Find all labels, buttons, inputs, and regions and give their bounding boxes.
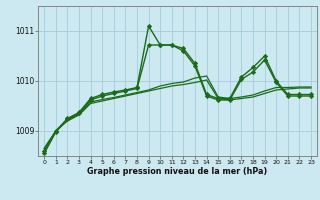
X-axis label: Graphe pression niveau de la mer (hPa): Graphe pression niveau de la mer (hPa) xyxy=(87,167,268,176)
